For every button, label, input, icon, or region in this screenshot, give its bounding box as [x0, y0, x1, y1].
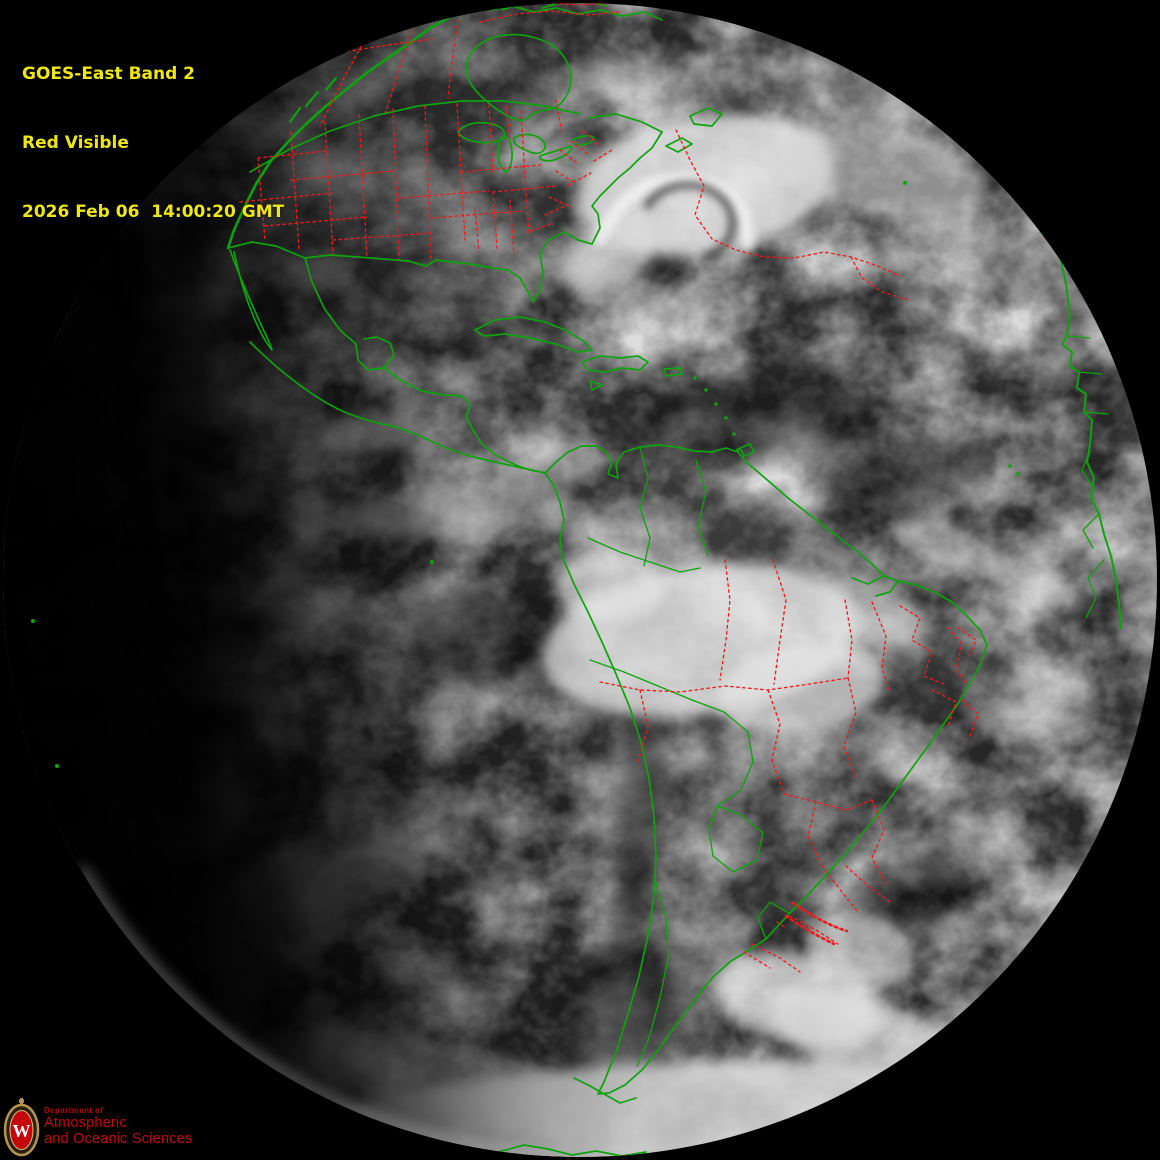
border-colombia-brazil	[587, 537, 701, 573]
cape-verde	[1008, 464, 1012, 468]
crest-ornament-top	[18, 1098, 25, 1104]
border-paraguay	[708, 805, 764, 873]
pacific-island	[31, 619, 35, 623]
coast-africa	[1029, 163, 1122, 629]
newfoundland	[689, 107, 723, 127]
lesser-antilles	[724, 416, 728, 420]
us-states-horizontal	[239, 150, 558, 241]
azores	[903, 181, 907, 185]
border-bolivia	[691, 699, 754, 807]
lake-erie	[538, 145, 572, 162]
logo-department-label: Department of	[44, 1106, 104, 1115]
amazon-rivers	[851, 575, 899, 597]
coast-mexico-pacific	[249, 341, 546, 474]
border-chile-argentina	[636, 879, 669, 1067]
baja-california	[229, 249, 273, 351]
crest-shield	[9, 1110, 34, 1150]
lake-huron	[512, 133, 546, 155]
us-mexico-border	[227, 241, 306, 259]
border-uruguay	[757, 901, 790, 940]
crest-letter: W	[13, 1121, 31, 1141]
header-product-name: Red Visible	[22, 133, 129, 153]
cuba	[474, 316, 593, 353]
brazil-states-south	[743, 915, 839, 973]
lake-ontario	[571, 134, 595, 146]
logo-name-line2: and Oceanic Sciences	[44, 1131, 193, 1147]
border-venezuela-guyana	[695, 459, 709, 557]
brazil-states-north	[599, 559, 891, 693]
image-header-overlay: GOES-East Band 2 Red Visible 2026 Feb 06…	[22, 17, 284, 247]
coast-mexico-gulf-yucatan	[304, 257, 535, 472]
us-canada-border	[249, 100, 663, 173]
coast-alaska-bc	[226, 4, 472, 250]
border-peru-brazil	[589, 659, 693, 701]
tierra-del-fuego	[573, 1077, 637, 1104]
header-satellite-band: GOES-East Band 2	[22, 64, 196, 84]
nova-scotia	[665, 137, 693, 153]
uw-aos-logo: W Department of Atmospheric and Oceanic …	[3, 1097, 192, 1158]
logo-text-block: Department of Atmospheric and Oceanic Sc…	[44, 1106, 192, 1147]
uruguay-boundary	[776, 921, 787, 929]
borders-west-africa	[1066, 335, 1109, 619]
logo-name-line1: Atmospheric	[44, 1115, 127, 1131]
lesser-antilles	[693, 376, 697, 380]
lesser-antilles	[714, 402, 718, 406]
us-states-vertical	[257, 103, 526, 261]
us-states-northeast	[530, 130, 613, 232]
uw-crest-logo: W	[3, 1098, 40, 1157]
brazil-states-central	[637, 677, 857, 795]
cape-verde	[1016, 472, 1020, 476]
hispaniola	[581, 355, 649, 373]
coastline-layer	[226, 3, 1122, 1157]
lake-michigan	[497, 136, 513, 173]
lesser-antilles	[704, 388, 708, 392]
coast-us-east-gulf	[304, 131, 663, 303]
us-states-south	[460, 171, 530, 255]
coast-sa-north	[544, 444, 988, 646]
limb-haze	[77, 208, 1157, 1157]
quebec-labrador	[675, 129, 909, 301]
lesser-antilles	[736, 448, 740, 452]
coast-sa-east	[597, 644, 988, 1095]
border-colombia-venezuela	[639, 446, 651, 567]
sao-paulo-coast	[784, 901, 849, 946]
header-timestamp: 2026 Feb 06 14:00:20 GMT	[22, 202, 285, 222]
galapagos	[430, 560, 434, 564]
jamaica	[589, 380, 603, 391]
brazil-states-southeast	[783, 793, 891, 913]
coast-sa-west	[544, 472, 657, 1095]
lesser-antilles	[732, 432, 736, 436]
lake-superior	[457, 121, 506, 144]
coast-bc-islands	[288, 76, 338, 124]
brazil-states-northeast	[899, 605, 979, 737]
pacific-island	[55, 764, 59, 768]
puerto-rico	[663, 367, 683, 377]
trinidad	[739, 443, 755, 457]
